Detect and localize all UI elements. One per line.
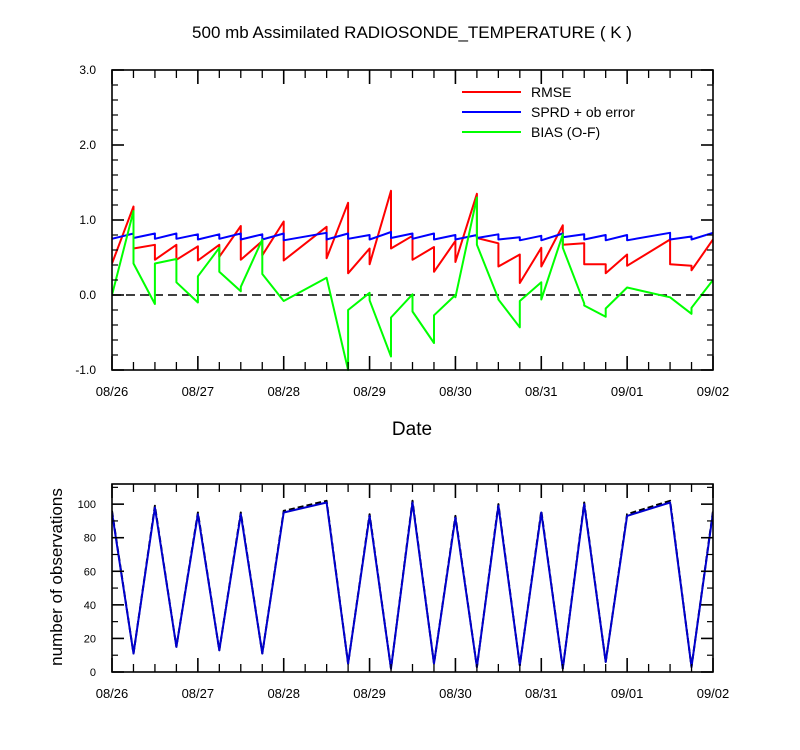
x-tick-label: 08/28: [267, 686, 300, 701]
bottom-series-group: [112, 499, 713, 670]
x-tick-label: 09/01: [611, 686, 644, 701]
y-tick-label: 80: [84, 533, 96, 545]
legend: RMSE SPRD + ob error BIAS (O-F): [462, 84, 635, 140]
y-tick-label: 0.0: [79, 288, 96, 302]
x-tick-label: 09/02: [697, 686, 730, 701]
x-tick-label: 08/31: [525, 686, 558, 701]
x-tick-label: 09/01: [611, 384, 644, 399]
y-tick-label: 40: [84, 600, 96, 612]
top-series-group: [112, 189, 713, 371]
x-tick-label: 08/30: [439, 686, 472, 701]
x-tick-label: 08/27: [182, 384, 215, 399]
legend-label: RMSE: [531, 84, 571, 100]
y-tick-label: 3.0: [79, 63, 96, 77]
chart-title: 500 mb Assimilated RADIOSONDE_TEMPERATUR…: [192, 23, 632, 42]
top-axes: 08/26 08/27 08/28 08/29 08/30 08/31 09/01 09/02…: [75, 63, 729, 399]
series-line-rmse: [112, 189, 713, 284]
series-line-bias-o-f: [112, 196, 713, 371]
x-tick-label: 08/28: [267, 384, 300, 399]
y-tick-label: 60: [84, 566, 96, 578]
x-axis-label: Date: [392, 419, 432, 440]
x-tick-label: 09/02: [697, 384, 730, 399]
x-tick-label: 08/29: [353, 384, 386, 399]
x-tick-label: 08/29: [353, 686, 386, 701]
x-tick-label: 08/26: [96, 384, 129, 399]
x-tick-label: 08/31: [525, 384, 558, 399]
x-tick-label: 08/30: [439, 384, 472, 399]
y-tick-label: 1.0: [79, 213, 96, 227]
series-line-observations-dashed: [112, 499, 713, 670]
bottom-axes: 08/26 08/27 08/28 08/29 08/30 08/31 09/01 09/02…: [78, 483, 730, 701]
y-tick-label: -1.0: [75, 363, 96, 377]
legend-label: SPRD + ob error: [531, 104, 635, 120]
x-tick-label: 08/27: [182, 686, 215, 701]
legend-label: BIAS (O-F): [531, 124, 600, 140]
y-tick-label: 2.0: [79, 138, 96, 152]
y-tick-label: 0: [90, 667, 96, 679]
series-line-observations-solid: [112, 501, 713, 670]
y-axis-label: number of observations: [47, 488, 66, 666]
series-line-sprd-ob-error: [112, 231, 713, 242]
plot-frame: [111, 483, 714, 673]
x-tick-label: 08/26: [96, 686, 129, 701]
y-tick-label: 100: [78, 499, 96, 511]
y-tick-label: 20: [84, 633, 96, 645]
